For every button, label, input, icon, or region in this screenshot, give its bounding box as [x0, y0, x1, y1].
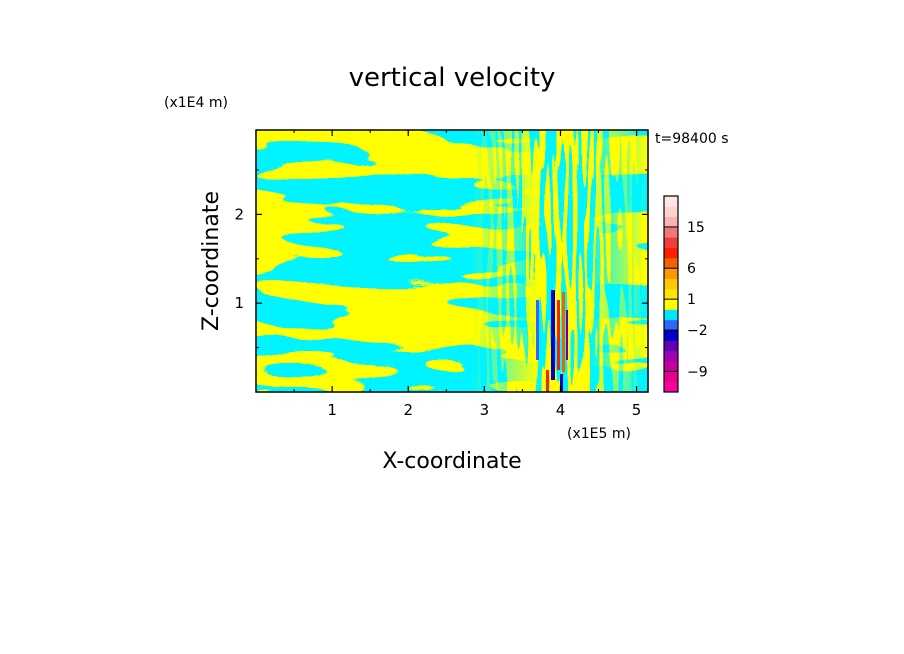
colorbar-segment [664, 237, 678, 248]
colorbar-segment [664, 278, 678, 290]
y-axis: 12 [234, 169, 648, 349]
colorbar-segment [664, 371, 678, 383]
colorbar-segment [664, 196, 678, 207]
plot-frame [255, 129, 649, 393]
colorbar-segment [664, 340, 678, 352]
x-axis-label: X-coordinate [382, 449, 521, 474]
colorbar-segment [664, 247, 678, 259]
colorbar-segment [664, 319, 678, 331]
colorbar-segment [664, 216, 678, 228]
x-tick-label: 1 [327, 401, 337, 419]
x-tick-label: 3 [480, 401, 490, 419]
colorbar-label: −9 [687, 364, 708, 380]
colorbar-segment [664, 206, 678, 218]
colorbar-segment [664, 288, 678, 300]
colorbar: 15 6 1 −2 −9 [663, 195, 708, 393]
colorbar-segment [664, 381, 678, 393]
time-label: t=98400 s [655, 131, 729, 147]
x-tick-label: 4 [556, 401, 566, 419]
chart-title: vertical velocity [349, 63, 556, 93]
colorbar-segment [664, 361, 678, 372]
y-tick-label: 2 [234, 205, 244, 223]
velocity-field-rays [256, 130, 648, 392]
updraft-core [536, 290, 568, 392]
colorbar-frame [663, 195, 679, 393]
y-scale-label: (x1E4 m) [164, 95, 228, 111]
colorbar-label: 6 [687, 261, 696, 277]
y-axis-label: Z-coordinate [199, 191, 224, 331]
y-tick-label: 1 [234, 294, 244, 312]
x-tick-label: 5 [632, 401, 642, 419]
colorbar-label: 15 [687, 220, 705, 236]
colorbar-segment [664, 299, 678, 310]
x-axis: 1 2 3 4 5 [293, 130, 642, 419]
colorbar-segment [664, 268, 678, 279]
colorbar-segment [664, 330, 678, 341]
colorbar-label: 1 [687, 292, 696, 308]
x-scale-label: (x1E5 m) [567, 426, 631, 442]
colorbar-label: −2 [687, 323, 708, 339]
colorbar-segment [664, 309, 678, 321]
colorbar-segment [664, 226, 678, 238]
x-tick-label: 2 [403, 401, 413, 419]
plot-area [256, 130, 648, 392]
colorbar-segment [664, 350, 678, 362]
colorbar-segment [664, 257, 678, 269]
